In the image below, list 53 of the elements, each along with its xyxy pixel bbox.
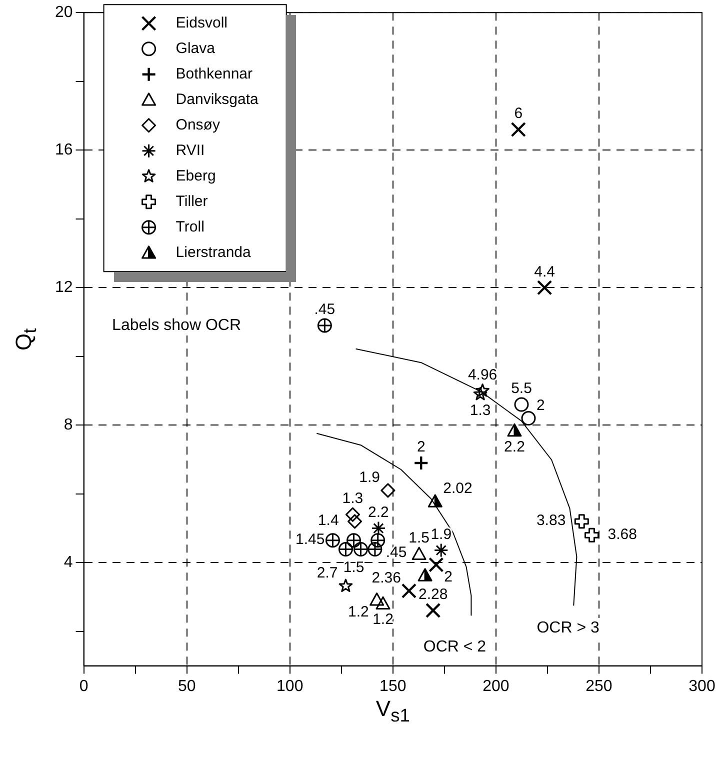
annotation: 1.5 [343, 558, 364, 576]
y-tick-label: 20 [55, 4, 73, 22]
annotation: 2 [444, 568, 453, 586]
annotation: 1.3 [342, 490, 364, 508]
x-axis-title: V$_{s1}$ [376, 696, 410, 726]
annotation: 2.36 [372, 569, 401, 586]
legend-label: Tiller [176, 192, 208, 210]
x-tick-label: 300 [688, 678, 716, 695]
annotation: 2.7 [316, 564, 338, 582]
annotation: 4.4 [534, 263, 555, 280]
annotation: 2 [416, 438, 426, 456]
x-tick-label: 50 [178, 678, 196, 695]
annotation: .45 [314, 301, 336, 318]
annotation: 2.2 [368, 504, 389, 521]
annotation: OCR > 3 [536, 619, 600, 636]
annotation: 1.9 [359, 469, 380, 486]
annotation: 1.45 [296, 530, 325, 548]
x-tick-label: 150 [380, 678, 406, 695]
legend-label: Onsøy [176, 116, 220, 134]
y-tick-label: 16 [55, 142, 73, 159]
annotation: Labels show OCR [112, 316, 242, 334]
annotation: 5.5 [511, 380, 532, 398]
annotation: 1.2 [348, 603, 369, 620]
legend-label: Eidsvoll [176, 14, 228, 32]
annotation: 2.28 [418, 586, 448, 604]
annotation: 1.5 [408, 530, 430, 547]
annotation: 2.02 [443, 480, 472, 498]
annotation: 6 [514, 105, 523, 122]
legend-label: Bothkennar [176, 65, 253, 82]
legend-label: Troll [176, 218, 204, 236]
annotation: 1.3 [470, 402, 491, 419]
legend-label: Eberg [176, 167, 216, 184]
x-tick-label: 0 [79, 678, 88, 695]
y-tick-label: 4 [64, 554, 73, 572]
legend-label: Danviksgata [176, 90, 259, 108]
annotation: 2 [536, 396, 545, 414]
annotation: OCR < 2 [423, 638, 486, 656]
x-tick-label: 100 [276, 678, 304, 695]
y-tick-label: 12 [55, 279, 73, 296]
legend-label: Lierstranda [176, 244, 252, 261]
annotation: .45 [386, 544, 407, 561]
legend-label: RVII [176, 142, 205, 159]
legend-label: Glava [176, 40, 216, 57]
y-tick-label: 8 [64, 416, 73, 434]
annotation: 3.83 [536, 512, 566, 530]
x-tick-label: 200 [482, 678, 510, 695]
annotation: 1.9 [430, 526, 452, 543]
annotation: 1.2 [372, 611, 394, 628]
annotation: 3.68 [608, 526, 637, 543]
annotation: 1.4 [318, 512, 339, 530]
annotation: 2.2 [504, 438, 525, 456]
annotation: 4.96 [468, 366, 498, 384]
x-tick-label: 250 [586, 678, 612, 695]
